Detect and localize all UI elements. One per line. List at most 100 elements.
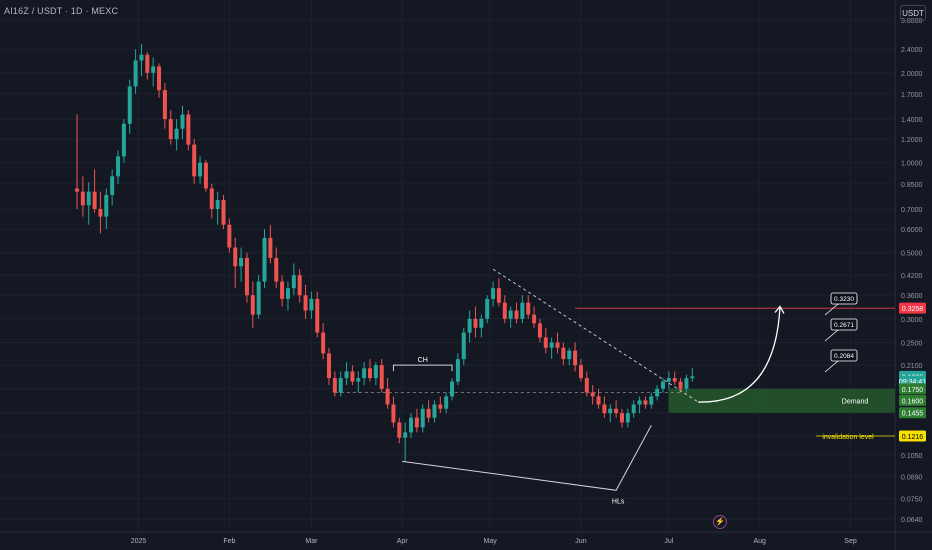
candle-body xyxy=(690,376,695,379)
target-label-text: 0.2084 xyxy=(834,353,854,360)
price-badge xyxy=(899,430,926,442)
price-badge-label: 0.1600 xyxy=(902,398,924,405)
candle-body xyxy=(256,281,261,315)
candle-body xyxy=(608,408,613,414)
target-label-box xyxy=(830,318,858,331)
x-tick-label: May xyxy=(484,538,498,545)
x-tick-label: Jul xyxy=(664,538,673,545)
candle-body xyxy=(543,337,548,348)
lightning-icon[interactable]: ⚡ xyxy=(713,515,727,529)
invalidation-label: invalidation level xyxy=(822,434,874,441)
y-tick-label: 0.0890 xyxy=(901,474,923,481)
candle-body xyxy=(373,365,378,379)
candle-body xyxy=(397,422,402,438)
y-tick-label: 0.3000 xyxy=(901,317,923,324)
candle-body xyxy=(350,371,355,382)
candle-body xyxy=(203,162,208,189)
candle-body xyxy=(666,378,671,382)
candle-body xyxy=(432,404,437,418)
candle-body xyxy=(162,90,167,120)
choch-label: CH xyxy=(418,357,428,364)
price-badge xyxy=(899,302,926,314)
y-tick-label: 0.5000 xyxy=(901,251,923,258)
candle-body xyxy=(655,388,660,397)
candle-body xyxy=(479,318,484,328)
candle-body xyxy=(444,396,449,409)
candle-body xyxy=(192,144,197,177)
candle-body xyxy=(268,237,273,258)
candle-body xyxy=(262,237,267,282)
candle-body xyxy=(409,417,414,433)
y-tick-label: 1.7000 xyxy=(901,92,923,99)
projection-arrowhead xyxy=(774,305,785,314)
y-tick-label: 3.0000 xyxy=(901,18,923,25)
candle-body xyxy=(561,347,566,360)
candle-body xyxy=(233,247,238,267)
candle-body xyxy=(455,359,460,382)
candle-body xyxy=(297,275,302,296)
candle-body xyxy=(485,298,490,319)
candle-body xyxy=(157,66,162,91)
candle-body xyxy=(104,194,109,217)
candle-body xyxy=(467,318,472,333)
y-tick-label: 0.8500 xyxy=(901,182,923,189)
y-tick-label: 0.3600 xyxy=(901,293,923,300)
candle-body xyxy=(291,275,296,289)
candle-body xyxy=(274,257,279,282)
candle-body xyxy=(625,413,630,423)
candle-body xyxy=(584,378,589,393)
price-badge xyxy=(899,407,926,419)
candle-body xyxy=(684,378,689,389)
candle-body xyxy=(250,295,255,315)
candle-body xyxy=(461,332,466,360)
candle-body xyxy=(508,310,513,319)
price-badge-label: 0.1216 xyxy=(902,434,924,441)
candle-body xyxy=(661,381,665,389)
candle-body xyxy=(285,288,290,299)
y-tick-label: 0.1050 xyxy=(901,453,923,460)
demand-label: Demand xyxy=(842,399,869,406)
candle-body xyxy=(473,318,478,328)
candle-body xyxy=(450,381,455,397)
candle-body xyxy=(116,156,121,177)
candle-body xyxy=(209,188,214,209)
descending-trendline xyxy=(492,268,699,403)
y-tick-label: 0.2500 xyxy=(901,341,923,348)
candle-body xyxy=(520,302,525,319)
candle-body xyxy=(549,342,554,348)
candle-body xyxy=(280,281,285,299)
candle-body xyxy=(139,54,144,61)
candle-body xyxy=(573,350,578,366)
x-tick-label: Feb xyxy=(223,538,235,545)
price-badge-label: 0.1455 xyxy=(902,411,924,418)
candle-body xyxy=(643,400,648,405)
candle-body xyxy=(239,257,244,267)
price-badge-label: 09:34:41 xyxy=(899,379,926,386)
candle-body xyxy=(127,86,132,124)
candle-body xyxy=(315,298,320,333)
candle-body xyxy=(110,176,115,195)
x-tick-label: Mar xyxy=(305,538,318,545)
candle-body xyxy=(619,413,624,423)
candle-body xyxy=(532,314,537,324)
y-tick-label: 1.0000 xyxy=(901,161,923,168)
target-label-text: 0.3230 xyxy=(834,296,854,303)
candle-body xyxy=(438,404,443,409)
x-tick-label: Apr xyxy=(397,538,409,545)
target-label-box xyxy=(830,292,858,305)
candle-body xyxy=(75,188,79,192)
price-badge xyxy=(899,383,926,395)
projection-curve xyxy=(698,306,781,403)
choch-bracket xyxy=(392,364,453,372)
candle-body xyxy=(567,350,572,360)
candle-body xyxy=(491,288,496,299)
price-badge-label: 0.1750 xyxy=(902,387,924,394)
candle-body xyxy=(426,408,431,418)
candle-body xyxy=(338,378,343,393)
currency-button[interactable]: USDT xyxy=(900,5,926,21)
y-tick-label: 1.2000 xyxy=(901,137,923,144)
y-tick-label: 0.2100 xyxy=(901,363,923,370)
candle-body xyxy=(332,378,337,393)
target-label-box xyxy=(830,349,858,362)
